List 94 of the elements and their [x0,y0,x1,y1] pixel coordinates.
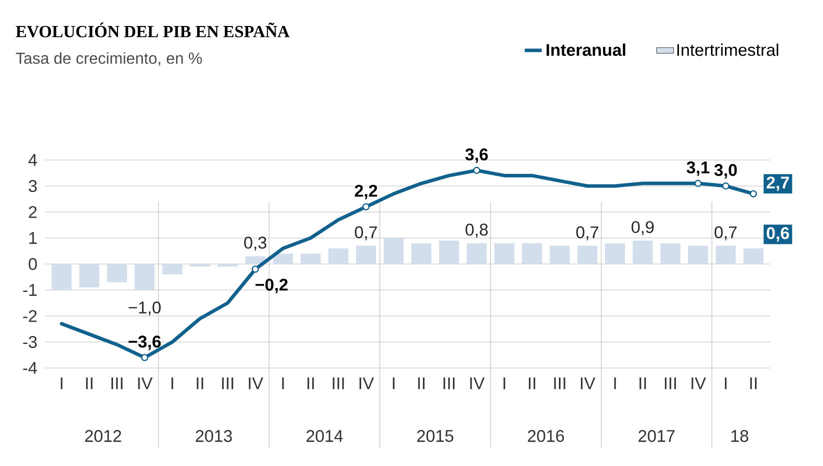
x-tick-label: I [724,378,727,390]
x-tick-label: I [614,378,616,390]
chart-title: EVOLUCIÓN DEL PIB EN ESPAÑA [16,22,290,38]
y-tick-label: -4 [23,362,37,374]
x-tick-label: II [86,378,92,390]
y-tick-label: 1 [29,232,37,244]
bar [743,248,764,264]
bar [577,246,598,264]
x-tick-label: IV [692,378,706,390]
x-tick-label: IV [360,378,374,390]
bar [52,264,72,290]
y-tick-label: 4 [28,154,37,166]
bar [162,264,182,274]
bar [466,243,487,264]
bar [300,254,321,264]
x-tick-label: II [750,378,757,390]
legend-label: Interanual [546,44,626,56]
x-tick-label: III [332,378,344,390]
y-tick-label: 0 [28,258,37,270]
bar [605,243,626,264]
data-label: −1,0 [128,302,161,316]
point [141,354,148,362]
x-tick-label: I [60,378,62,390]
data-label: 3,6 [465,148,488,163]
y-tick-label: 3 [28,180,37,192]
data-label: 0,7 [714,226,737,240]
bar [134,264,155,290]
bar [439,240,460,264]
text: 2015 [417,430,454,442]
bar [272,254,293,264]
x-tick-label: I [392,378,394,390]
bar [550,246,570,264]
x-tick-label: III [664,378,676,390]
text: 18 [731,430,748,442]
data-label: 3,1 [686,161,710,176]
point [750,190,758,198]
y-tick-label: -2 [23,310,37,322]
x-tick-label: III [444,378,455,390]
bar [384,238,404,264]
y-tick-label: -1 [23,284,37,296]
text: 2013 [196,430,232,442]
bar [106,264,127,282]
x-tick-label: I [172,378,174,390]
bar [218,264,238,267]
data-label: 3,0 [714,164,737,178]
data-label: 0,9 [632,221,654,236]
x-tick-label: III [111,378,122,390]
point [362,203,370,210]
data-label: 2,2 [354,184,378,200]
x-tick-label: I [282,378,284,390]
bar [356,246,376,264]
data-label: −3,6 [128,336,161,350]
text: 2016 [528,430,564,442]
bar [411,243,432,264]
bar [190,264,210,267]
data-label: −0,2 [256,278,288,294]
data-label: 0,6 [766,227,790,242]
x-tick-label: III [222,378,234,390]
x-tick-label: IV [580,378,596,390]
data-label: 0,3 [244,236,266,251]
x-tick-label: II [308,378,314,390]
x-tick-label: II [528,378,536,390]
x-tick-label: IV [138,378,153,390]
text: 2017 [638,430,675,442]
bar [522,243,542,264]
text: 2012 [85,430,122,442]
y-tick-label: 2 [28,206,37,218]
data-label: 0,8 [466,224,488,238]
x-tick-label: II [196,378,204,390]
bar [79,264,100,288]
bar [660,243,680,264]
y-tick-label: -3 [23,336,37,348]
x-tick-label: IV [248,378,264,390]
text: 2014 [306,430,343,442]
point [252,266,259,273]
chart-subtitle: Tasa de crecimiento, en % [16,52,202,66]
legend-label: Intertrimestral [677,44,778,56]
bar [328,248,348,264]
data-label: 0,7 [576,226,598,240]
data-label: 0,7 [354,226,377,240]
bar [245,256,266,264]
bar [688,246,708,264]
point [694,180,702,187]
bar [632,240,653,264]
x-tick-label: II [640,378,646,390]
x-tick-label: II [418,378,424,390]
bar [494,243,514,264]
point [722,182,730,190]
data-label: 2,7 [766,176,789,192]
bar [716,246,736,264]
x-tick-label: III [554,378,566,390]
x-tick-label: I [504,378,506,390]
point [473,166,480,174]
x-tick-label: IV [470,378,485,390]
